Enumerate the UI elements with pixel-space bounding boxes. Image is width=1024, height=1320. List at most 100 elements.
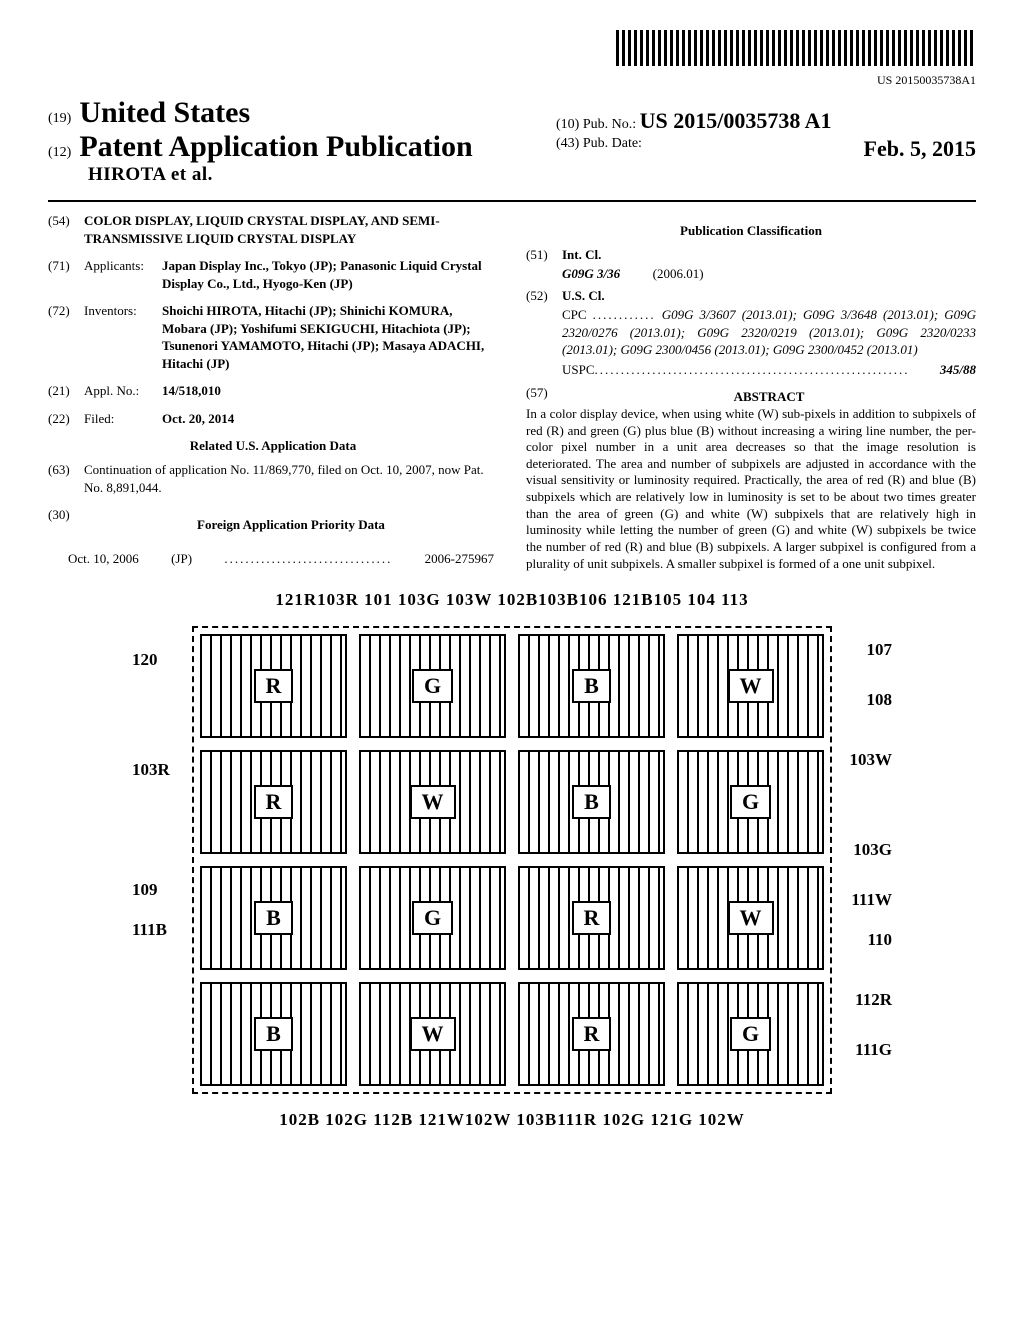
- figure-subpixel: G: [677, 750, 824, 854]
- filed-label: Filed:: [84, 410, 162, 428]
- classification-head: Publication Classification: [526, 222, 976, 240]
- appl-label: Appl. No.:: [84, 382, 162, 400]
- intcl-val: G09G 3/36: [562, 266, 620, 281]
- pub-date-label: Pub. Date:: [583, 136, 642, 151]
- fig-label-110: 110: [867, 930, 892, 950]
- barcode-graphic: [616, 30, 976, 66]
- pub-no: US 2015/0035738 A1: [640, 108, 832, 133]
- title-code: (54): [48, 212, 84, 247]
- subpixel-glyph: G: [730, 1017, 771, 1051]
- figure-row: RWBG: [194, 744, 830, 860]
- pub-date: Feb. 5, 2015: [864, 136, 976, 162]
- fig-label-112r: 112R: [855, 990, 892, 1010]
- foreign-code: (30): [48, 506, 84, 540]
- uscl-code: (52): [526, 287, 562, 305]
- figure-box: 121R103R 101 103G 103W 102B103B106 121B1…: [132, 590, 892, 1130]
- figure-subpixel: R: [518, 866, 665, 970]
- figure-subpixel: W: [677, 634, 824, 738]
- figure-subpixel: G: [677, 982, 824, 1086]
- subpixel-glyph: G: [730, 785, 771, 819]
- figure-subpixel: W: [359, 982, 506, 1086]
- subpixel-glyph: R: [572, 1017, 612, 1051]
- doc-type: Patent Application Publication: [79, 130, 472, 164]
- appl-code: (21): [48, 382, 84, 400]
- abstract-head: ABSTRACT: [562, 388, 976, 406]
- subpixel-glyph: W: [410, 1017, 456, 1051]
- figure-row: BWRG: [194, 976, 830, 1092]
- abstract-code: (57): [526, 384, 562, 406]
- foreign-num: 2006-275967: [425, 550, 494, 568]
- code-10: (10): [556, 117, 579, 132]
- figure-subpixel: B: [518, 750, 665, 854]
- cpc-label: CPC: [562, 307, 587, 322]
- applicants-label: Applicants:: [84, 257, 162, 292]
- inventor-short: HIROTA et al.: [88, 164, 213, 185]
- foreign-row: Oct. 10, 2006 (JP) .....................…: [48, 550, 498, 568]
- figure-row: RGBW: [194, 628, 830, 744]
- subpixel-glyph: B: [254, 901, 293, 935]
- subpixel-glyph: B: [572, 785, 611, 819]
- figure-subpixel: R: [200, 750, 347, 854]
- filed-code: (22): [48, 410, 84, 428]
- fig-label-120: 120: [132, 650, 158, 670]
- cont-body: Continuation of application No. 11/869,7…: [84, 461, 498, 496]
- figure-area: 121R103R 101 103G 103W 102B103B106 121B1…: [48, 590, 976, 1130]
- subpixel-glyph: R: [572, 901, 612, 935]
- inventors-code: (72): [48, 302, 84, 372]
- fig-label-111g: 111G: [855, 1040, 892, 1060]
- related-head: Related U.S. Application Data: [48, 437, 498, 455]
- subpixel-glyph: G: [412, 669, 453, 703]
- subpixel-glyph: G: [412, 901, 453, 935]
- foreign-date: Oct. 10, 2006: [68, 550, 139, 568]
- fig-label-107: 107: [867, 640, 893, 660]
- figure-labels-bottom: 102B 102G 112B 121W102W 103B111R 102G 12…: [132, 1110, 892, 1130]
- uspc-dots: ........................................…: [595, 361, 940, 379]
- left-column: (54) COLOR DISPLAY, LIQUID CRYSTAL DISPL…: [48, 212, 498, 572]
- uspc-label: USPC: [562, 361, 595, 379]
- header-right: (10) Pub. No.: US 2015/0035738 A1 (43) P…: [556, 108, 976, 162]
- subpixel-glyph: W: [728, 669, 774, 703]
- applicants-body: Japan Display Inc., Tokyo (JP); Panasoni…: [162, 257, 498, 292]
- figure-subpixel: B: [200, 866, 347, 970]
- appl-no: 14/518,010: [162, 383, 221, 398]
- country-name: United States: [79, 96, 250, 130]
- intcl-code: (51): [526, 246, 562, 264]
- cpc-dots: ............: [593, 307, 656, 322]
- figure-subpixel: W: [359, 750, 506, 854]
- inventors-label: Inventors:: [84, 302, 162, 372]
- pub-no-label: Pub. No.:: [583, 117, 636, 132]
- foreign-dots: ................................: [224, 550, 392, 568]
- figure-subpixel: G: [359, 866, 506, 970]
- fig-label-108: 108: [867, 690, 893, 710]
- foreign-head: Foreign Application Priority Data: [84, 516, 498, 534]
- invention-title: COLOR DISPLAY, LIQUID CRYSTAL DISPLAY, A…: [84, 212, 498, 247]
- code-43: (43): [556, 136, 579, 151]
- subpixel-glyph: B: [572, 669, 611, 703]
- abstract-text: In a color display device, when using wh…: [526, 406, 976, 572]
- figure-subpixel: R: [518, 982, 665, 1086]
- figure-subpixel: G: [359, 634, 506, 738]
- foreign-country: (JP): [171, 550, 192, 568]
- fig-label-111w: 111W: [851, 890, 892, 910]
- cont-code: (63): [48, 461, 84, 496]
- uscl-label: U.S. Cl.: [562, 288, 605, 303]
- barcode-text: US 20150035738A1: [48, 73, 976, 88]
- figure-subpixel: R: [200, 634, 347, 738]
- inventors-body: Shoichi HIROTA, Hitachi (JP); Shinichi K…: [162, 302, 498, 372]
- barcode-region: US 20150035738A1: [48, 30, 976, 88]
- subpixel-glyph: W: [728, 901, 774, 935]
- filed-date: Oct. 20, 2014: [162, 411, 234, 426]
- applicants-text: Japan Display Inc., Tokyo (JP); Panasoni…: [162, 258, 482, 291]
- fig-label-109: 109: [132, 880, 158, 900]
- subpixel-glyph: R: [254, 785, 294, 819]
- figure-labels-top: 121R103R 101 103G 103W 102B103B106 121B1…: [132, 590, 892, 610]
- subpixel-glyph: R: [254, 669, 294, 703]
- figure-subpixel: W: [677, 866, 824, 970]
- right-column: Publication Classification (51) Int. Cl.…: [526, 212, 976, 572]
- code-12: (12): [48, 145, 71, 161]
- intcl-label: Int. Cl.: [562, 247, 601, 262]
- fig-label-103r: 103R: [132, 760, 170, 780]
- figure-subpixel: B: [200, 982, 347, 1086]
- code-19: (19): [48, 111, 71, 127]
- subpixel-glyph: W: [410, 785, 456, 819]
